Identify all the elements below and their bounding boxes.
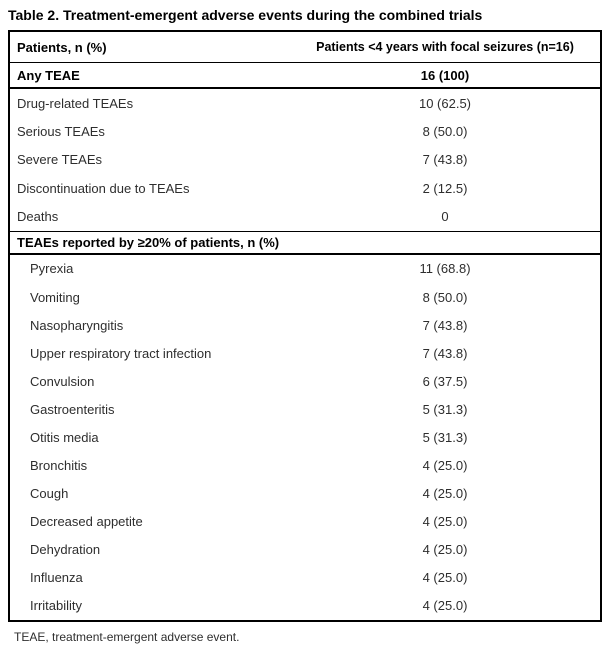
row-value: 8 (50.0) — [422, 124, 468, 140]
row-label: Decreased appetite — [30, 513, 143, 529]
table-row-any-teae: Any TEAE 16 (100) — [10, 63, 600, 89]
row-value: 6 (37.5) — [422, 373, 468, 389]
row-value: 5 (31.3) — [422, 401, 468, 417]
table-row: Influenza 4 (25.0) — [10, 563, 600, 591]
row-label: Any TEAE — [17, 67, 80, 83]
row-label: Bronchitis — [30, 457, 88, 473]
table-row: Drug-related TEAEs 10 (62.5) — [10, 89, 600, 117]
section-header-label: TEAEs reported by ≥20% of patients, n (%… — [17, 234, 280, 250]
row-value: 16 (100) — [420, 67, 470, 83]
row-label: Dehydration — [30, 541, 101, 557]
row-value: 4 (25.0) — [422, 457, 468, 473]
row-value: 7 (43.8) — [422, 152, 468, 168]
row-value: 4 (25.0) — [422, 598, 468, 614]
row-label: Serious TEAEs — [17, 124, 105, 140]
table-row: Severe TEAEs 7 (43.8) — [10, 146, 600, 174]
table-row: Deaths 0 — [10, 203, 600, 231]
table-row: Upper respiratory tract infection 7 (43.… — [10, 339, 600, 367]
row-label: Deaths — [17, 209, 59, 225]
row-value: 11 (68.8) — [419, 261, 471, 277]
table-row: Bronchitis 4 (25.0) — [10, 451, 600, 479]
row-value: 0 — [441, 209, 449, 225]
row-value: 7 (43.8) — [422, 317, 468, 333]
row-label: Drug-related TEAEs — [17, 95, 134, 111]
table-row: Pyrexia 11 (68.8) — [10, 255, 600, 283]
row-label: Influenza — [30, 569, 83, 585]
table-row: Irritability 4 (25.0) — [10, 592, 600, 620]
row-label: Vomiting — [30, 289, 80, 305]
row-value: 8 (50.0) — [422, 289, 468, 305]
table-row: Serious TEAEs 8 (50.0) — [10, 117, 600, 145]
table-row: Vomiting 8 (50.0) — [10, 283, 600, 311]
table-row: Otitis media 5 (31.3) — [10, 423, 600, 451]
table-row: Decreased appetite 4 (25.0) — [10, 507, 600, 535]
table-row: Discontinuation due to TEAEs 2 (12.5) — [10, 174, 600, 202]
header-cell-patients: Patients, n (%) — [17, 39, 107, 55]
adverse-events-table: Patients, n (%) Patients <4 years with f… — [8, 30, 602, 622]
table-title: Table 2. Treatment-emergent adverse even… — [8, 7, 483, 23]
row-label: Convulsion — [30, 373, 95, 389]
row-label: Discontinuation due to TEAEs — [17, 180, 190, 196]
row-value: 4 (25.0) — [422, 485, 468, 501]
row-label: Nasopharyngitis — [30, 317, 124, 333]
header-cell-group: Patients <4 years with focal seizures (n… — [316, 40, 574, 54]
table-section-header-row: TEAEs reported by ≥20% of patients, n (%… — [10, 230, 600, 255]
table-row: Convulsion 6 (37.5) — [10, 367, 600, 395]
table-row: Nasopharyngitis 7 (43.8) — [10, 311, 600, 339]
table-footnote: TEAE, treatment-emergent adverse event. — [14, 630, 240, 644]
row-label: Gastroenteritis — [30, 401, 115, 417]
row-label: Otitis media — [30, 429, 99, 445]
table-row: Cough 4 (25.0) — [10, 479, 600, 507]
row-label: Cough — [30, 485, 69, 501]
row-label: Pyrexia — [30, 261, 74, 277]
table-header-row: Patients, n (%) Patients <4 years with f… — [10, 32, 600, 63]
row-value: 4 (25.0) — [422, 541, 468, 557]
row-label: Upper respiratory tract infection — [30, 345, 212, 361]
row-label: Irritability — [30, 598, 83, 614]
row-value: 10 (62.5) — [418, 95, 472, 111]
row-value: 2 (12.5) — [422, 180, 468, 196]
row-value: 4 (25.0) — [422, 569, 468, 585]
row-value: 4 (25.0) — [422, 513, 468, 529]
row-label: Severe TEAEs — [17, 152, 103, 168]
table-row: Dehydration 4 (25.0) — [10, 535, 600, 563]
row-value: 5 (31.3) — [422, 429, 468, 445]
table-row: Gastroenteritis 5 (31.3) — [10, 395, 600, 423]
row-value: 7 (43.8) — [422, 345, 468, 361]
